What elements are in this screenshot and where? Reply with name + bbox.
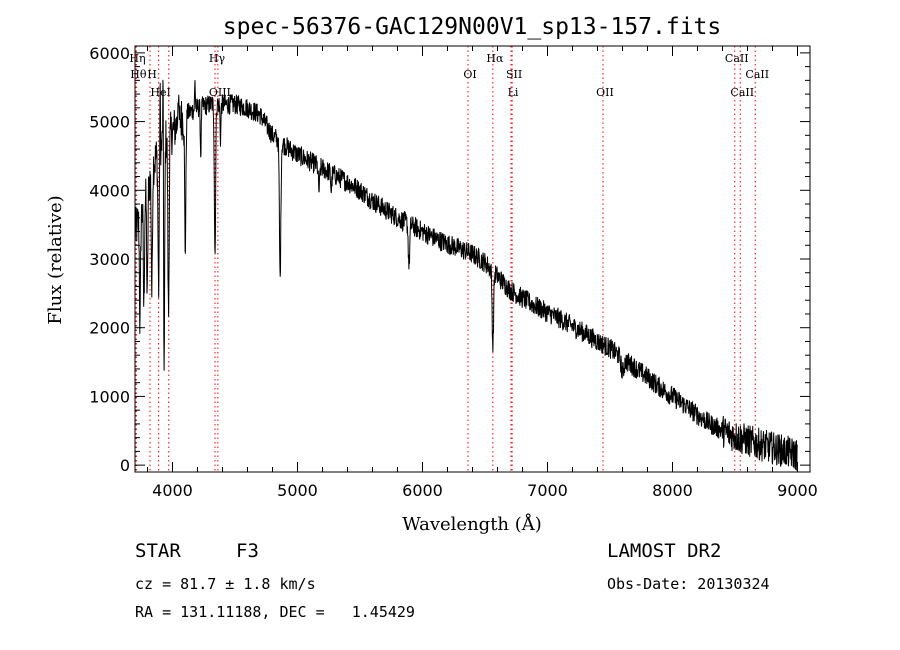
- object-class: STAR: [135, 540, 181, 562]
- x-tick-label: 7000: [527, 481, 568, 500]
- line-marker-label: CaII: [745, 68, 769, 81]
- line-marker-label: CaII: [730, 86, 754, 99]
- line-marker-label: OI: [463, 68, 476, 81]
- x-tick-label: 5000: [277, 481, 318, 500]
- line-marker-label: SII: [506, 68, 522, 81]
- line-marker-label: Hθ: [130, 68, 147, 81]
- line-marker-label: Hη: [129, 52, 145, 65]
- x-tick-label: 9000: [777, 481, 818, 500]
- y-tick-label: 4000: [89, 181, 130, 200]
- line-marker-label: H: [147, 68, 157, 81]
- coordinates: RA = 131.11188, DEC = 1.45429: [135, 603, 415, 621]
- y-axis-label: Flux (relative): [45, 195, 66, 324]
- line-marker-label: OII: [596, 86, 614, 99]
- survey-name: LAMOST DR2: [607, 540, 722, 562]
- spectrum-line-group: [134, 79, 798, 471]
- y-tick-label: 6000: [89, 44, 130, 63]
- spectrum-line: [134, 79, 798, 471]
- line-marker-label: Li: [508, 86, 519, 99]
- line-marker-label: Hγ: [209, 52, 226, 65]
- redshift-info: cz = 81.7 ± 1.8 km/s: [135, 575, 316, 593]
- y-tick-label: 3000: [89, 250, 130, 269]
- axes: 4000 5000 6000 7000 8000 9000 0 1000 2000 3000 400…: [89, 44, 818, 500]
- y-tick-label: 1000: [89, 387, 130, 406]
- chart-title: spec-56376-GAC129N00V1_sp13-157.fits: [223, 14, 722, 40]
- object-subclass: F3: [236, 540, 259, 562]
- y-tick-label: 2000: [89, 319, 130, 338]
- y-tick-label: 5000: [89, 113, 130, 132]
- line-marker-label: CaII: [725, 52, 749, 65]
- obs-date: Obs-Date: 20130324: [607, 575, 770, 593]
- x-axis-label: Wavelength (Å): [402, 513, 542, 535]
- x-tick-label: 4000: [152, 481, 193, 500]
- x-tick-label: 8000: [652, 481, 693, 500]
- line-marker-label: Hα: [486, 52, 504, 65]
- x-tick-label: 6000: [402, 481, 443, 500]
- y-tick-label: 0: [120, 456, 130, 475]
